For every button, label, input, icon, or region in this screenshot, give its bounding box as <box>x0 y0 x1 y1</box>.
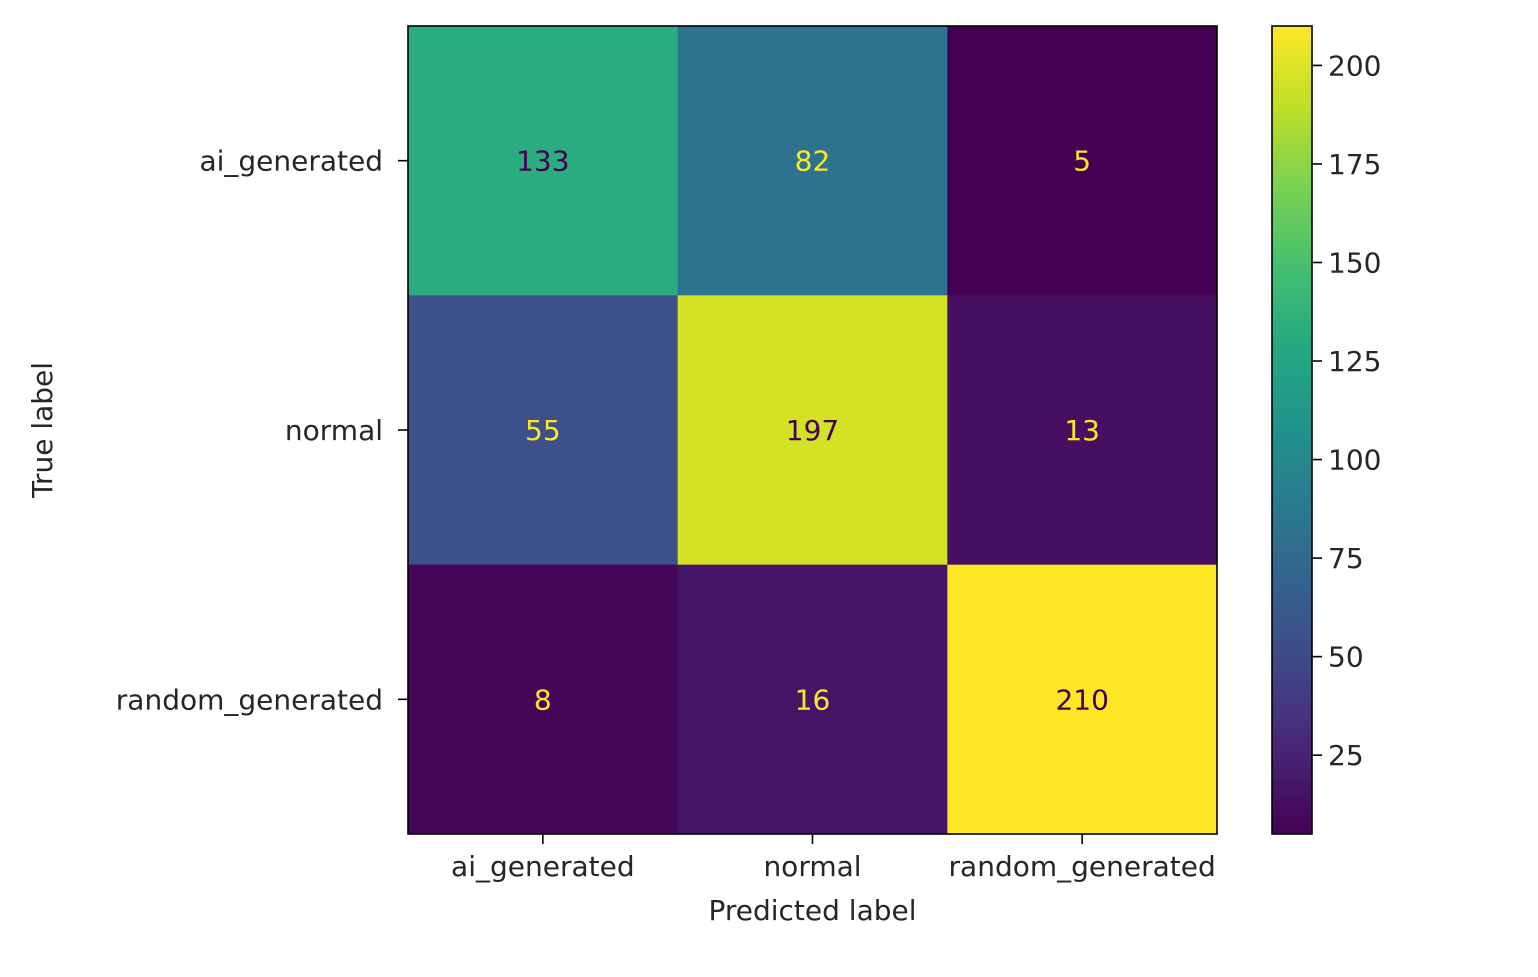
heatmap-cell <box>677 295 948 566</box>
colorbar-tick-label: 150 <box>1328 246 1381 279</box>
heatmap-cell <box>947 26 1218 296</box>
x-axis-title: Predicted label <box>708 894 916 927</box>
y-tick-label: ai_generated <box>199 145 383 178</box>
y-tick-label: random_generated <box>116 683 383 716</box>
cell-value-label: 8 <box>534 683 552 716</box>
colorbar-ticks: 25 50 75 100 125 150 175 200 <box>1312 49 1381 772</box>
cell-value-label: 133 <box>516 145 569 178</box>
y-axis-title: True label <box>26 362 59 499</box>
colorbar-tick-label: 25 <box>1328 739 1364 772</box>
heatmap-cell <box>408 295 679 566</box>
colorbar <box>1271 25 1313 835</box>
colorbar-tick-label: 50 <box>1328 641 1364 674</box>
cell-value-label: 197 <box>786 414 839 447</box>
colorbar-tick-label: 125 <box>1328 345 1381 378</box>
cell-value-label: 210 <box>1055 683 1108 716</box>
heatmap-cells: 133 82 555 197 138 16 210 <box>408 26 1218 835</box>
heatmap-cell <box>408 26 679 296</box>
x-tick-label: ai_generated <box>451 850 635 883</box>
colorbar-tick-label: 175 <box>1328 148 1381 181</box>
cell-value-label: 55 <box>525 414 561 447</box>
heatmap-cell <box>947 564 1218 835</box>
heatmap-cell <box>947 295 1218 566</box>
heatmap-cell <box>677 564 948 835</box>
heatmap-cell <box>677 26 948 296</box>
colorbar-tick-label: 100 <box>1328 444 1381 477</box>
cell-value-label: 5 <box>1073 145 1091 178</box>
cell-value-label: 16 <box>795 683 831 716</box>
x-axis-ticks: ai_generated normal random_generated <box>451 834 1216 883</box>
x-tick-label: normal <box>763 850 861 883</box>
y-tick-label: normal <box>285 414 383 447</box>
colorbar-tick-label: 200 <box>1328 49 1381 82</box>
cell-value-label: 82 <box>795 145 831 178</box>
cell-value-label: 13 <box>1064 414 1100 447</box>
heatmap-cell <box>408 564 679 835</box>
colorbar-tick-label: 75 <box>1328 542 1364 575</box>
x-tick-label: random_generated <box>949 850 1216 883</box>
